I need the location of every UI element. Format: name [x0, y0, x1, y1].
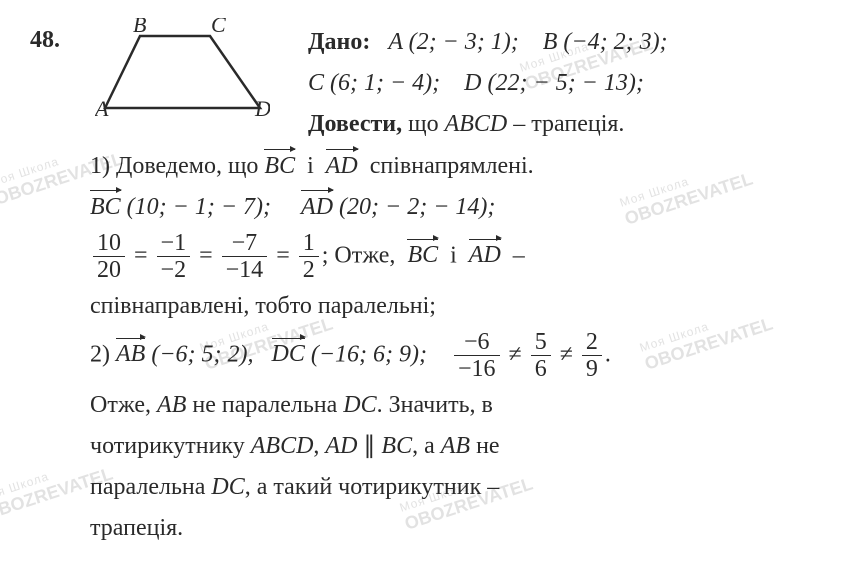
prove-label: Довести,: [308, 111, 402, 137]
frac-10-20: 10 20: [93, 230, 125, 284]
point-D: D (22; − 5; − 13);: [464, 70, 644, 96]
vec-AD: AD: [326, 148, 358, 185]
point-B: B (−4; 2; 3);: [543, 29, 668, 55]
AB: AB: [441, 433, 470, 459]
step1-tail: співнапрямлені.: [370, 153, 534, 179]
step1-lead: 1) Доведемо, що: [90, 153, 258, 179]
step2-lead: 2): [90, 341, 110, 367]
BC: BC: [381, 433, 412, 459]
label-B: B: [133, 18, 146, 37]
DC: DC: [343, 392, 376, 418]
step1-and2: і: [450, 242, 457, 268]
vec-BC: BC: [407, 237, 438, 274]
frac-m1-m2: −1 −2: [157, 230, 191, 284]
prove-line: Довести, що ABCD – трапеція.: [308, 106, 813, 143]
t: , а такий чотирикутник –: [245, 474, 500, 500]
parallel-sym: ∥: [363, 433, 375, 459]
given-label: Дано:: [308, 29, 370, 55]
step1-coords: BC (10; − 1; − 7); AD (20; − 2; − 14);: [90, 189, 813, 226]
t: чотирикутнику: [90, 433, 245, 459]
step2-concl-1: Отже, AB не паралельна DC. Значить, в: [90, 387, 813, 424]
step1-and: і: [307, 153, 314, 179]
neq2: ≠: [560, 341, 573, 367]
point-A: A (2; − 3; 1);: [388, 29, 518, 55]
AD: AD: [325, 433, 357, 459]
frac-m7-m14: −7 −14: [222, 230, 268, 284]
vec-BC: BC: [264, 148, 295, 185]
given-line-1: Дано: A (2; − 3; 1); B (−4; 2; 3);: [308, 24, 813, 61]
bc-coords: (10; − 1; − 7);: [127, 194, 271, 220]
t: паралельна: [90, 474, 205, 500]
prove-rest: що ABCD – трапеція.: [408, 111, 624, 137]
frac-1-2: 1 2: [299, 230, 319, 284]
vec-AB: AB: [116, 336, 145, 373]
t: не паралельна: [192, 392, 337, 418]
dc-coords: (−16; 6; 9);: [311, 341, 427, 367]
trapezoid-figure: A B C D: [95, 18, 270, 118]
frac-m6-m16: −6 −16: [454, 329, 500, 383]
frac-2-9: 2 9: [582, 329, 602, 383]
point-C: C (6; 1; − 4);: [308, 70, 440, 96]
step2-concl-2: чотирикутнику ABCD, AD ∥ BC, а AB не: [90, 428, 813, 465]
ABCD: ABCD: [251, 433, 314, 459]
step2-concl-3: паралельна DC, а такий чотирикутник –: [90, 469, 813, 506]
step2-line1: 2) AB (−6; 5; 2), DC (−16; 6; 9); −6 −16…: [90, 329, 813, 383]
step1-concl: співнаправлені, тобто паралельні;: [90, 288, 813, 325]
t: Отже,: [90, 392, 151, 418]
label-D: D: [254, 96, 270, 118]
step1-dash: –: [513, 242, 525, 268]
DC: DC: [211, 474, 244, 500]
frac-5-6: 5 6: [531, 329, 551, 383]
neq1: ≠: [509, 341, 522, 367]
vec-AD: AD: [469, 237, 501, 274]
vec-BC: BC: [90, 189, 121, 226]
step1-fractions: 10 20 = −1 −2 = −7 −14 = 1 2 ; Отже, BC …: [90, 230, 813, 284]
ad-coords: (20; − 2; − 14);: [339, 194, 495, 220]
vec-AD: AD: [301, 189, 333, 226]
step1-line1: 1) Доведемо, що BC і AD співнапрямлені.: [90, 148, 813, 185]
AB: AB: [157, 392, 186, 418]
label-C: C: [211, 18, 226, 37]
page-content: 48. A B C D Дано: A (2; − 3; 1); B (−4; …: [0, 0, 843, 564]
step1-after: ; Отже,: [322, 242, 396, 268]
vec-DC: DC: [272, 336, 305, 373]
t: не: [476, 433, 500, 459]
given-line-2: C (6; 1; − 4); D (22; − 5; − 13);: [308, 65, 813, 102]
ab-coords: (−6; 5; 2),: [151, 341, 253, 367]
step2-concl-4: трапеція.: [90, 510, 813, 547]
t: . Значить, в: [377, 392, 493, 418]
problem-number: 48.: [30, 22, 60, 59]
label-A: A: [95, 96, 109, 118]
t: , а: [412, 433, 435, 459]
